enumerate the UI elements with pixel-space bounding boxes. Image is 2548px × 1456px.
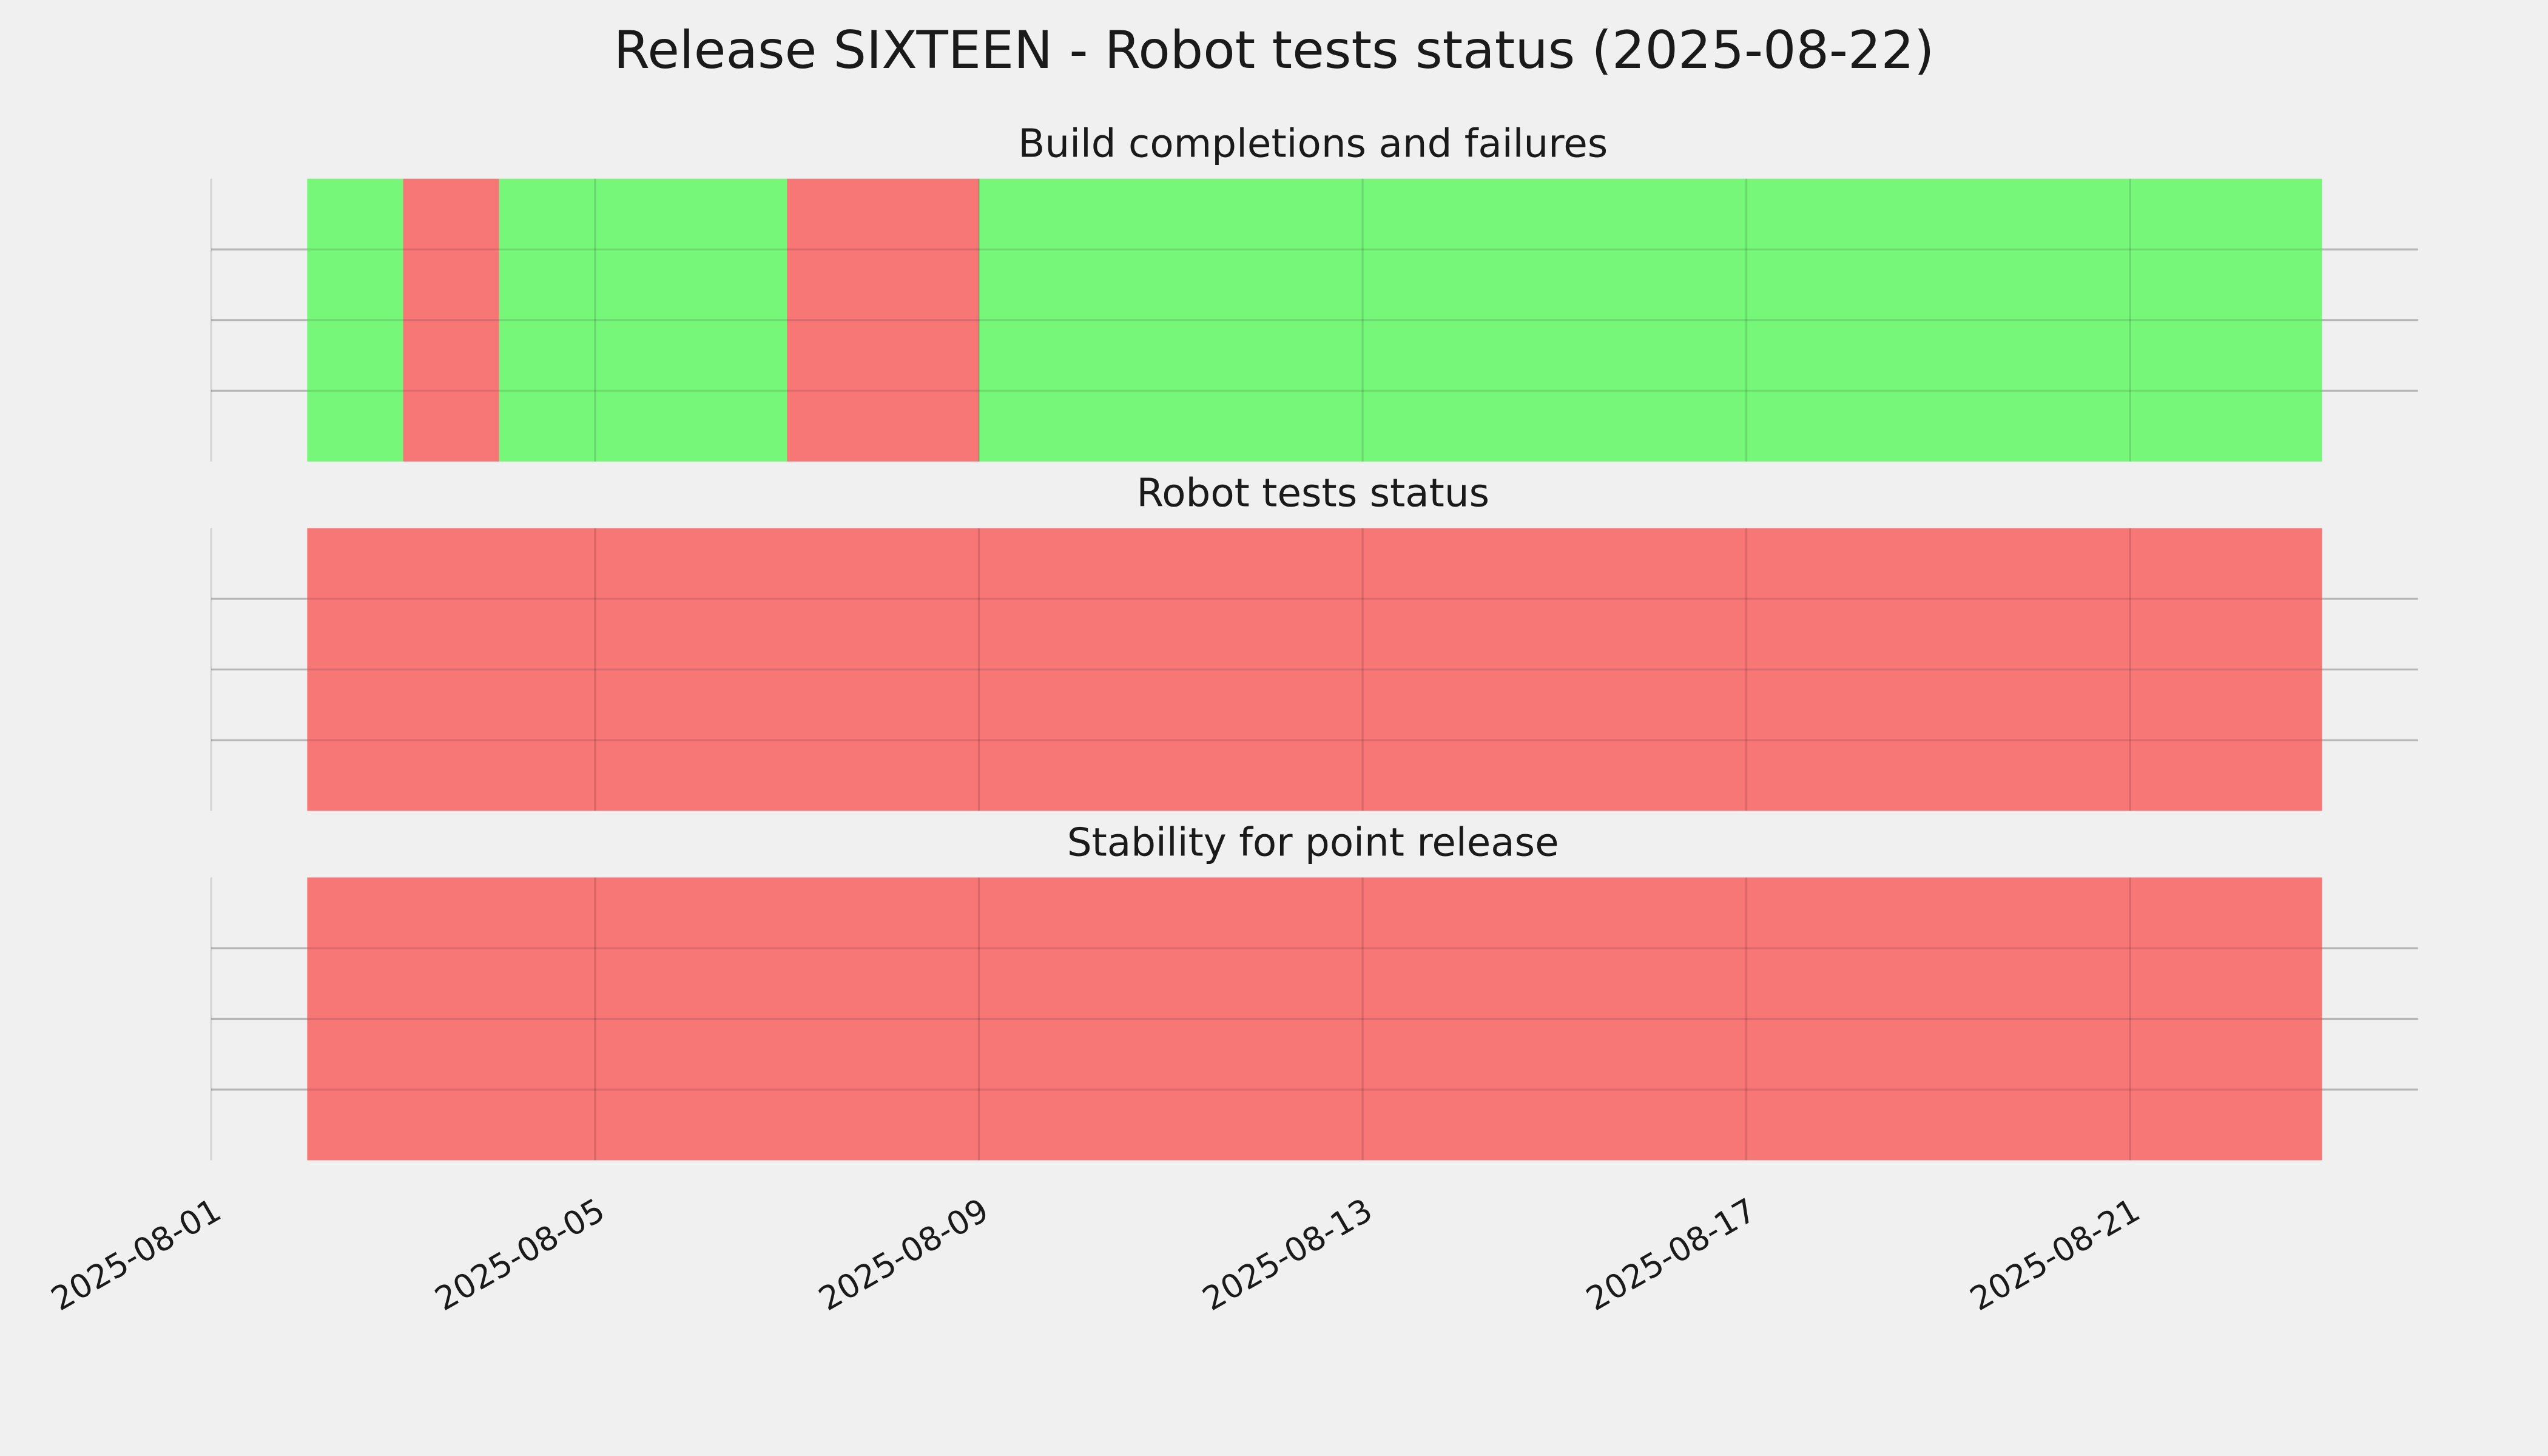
status-span — [307, 528, 2322, 811]
panel-title: Stability for point release — [1067, 820, 1559, 865]
status-span — [979, 178, 2322, 462]
status-span — [403, 178, 499, 462]
panel-title: Build completions and failures — [1018, 121, 1608, 167]
chart-title: Release SIXTEEN - Robot tests status (20… — [614, 20, 1935, 81]
status-span — [307, 877, 2322, 1161]
status-span — [307, 178, 403, 462]
panel-title: Robot tests status — [1136, 471, 1489, 516]
status-span — [787, 178, 979, 462]
status-span — [499, 178, 787, 462]
